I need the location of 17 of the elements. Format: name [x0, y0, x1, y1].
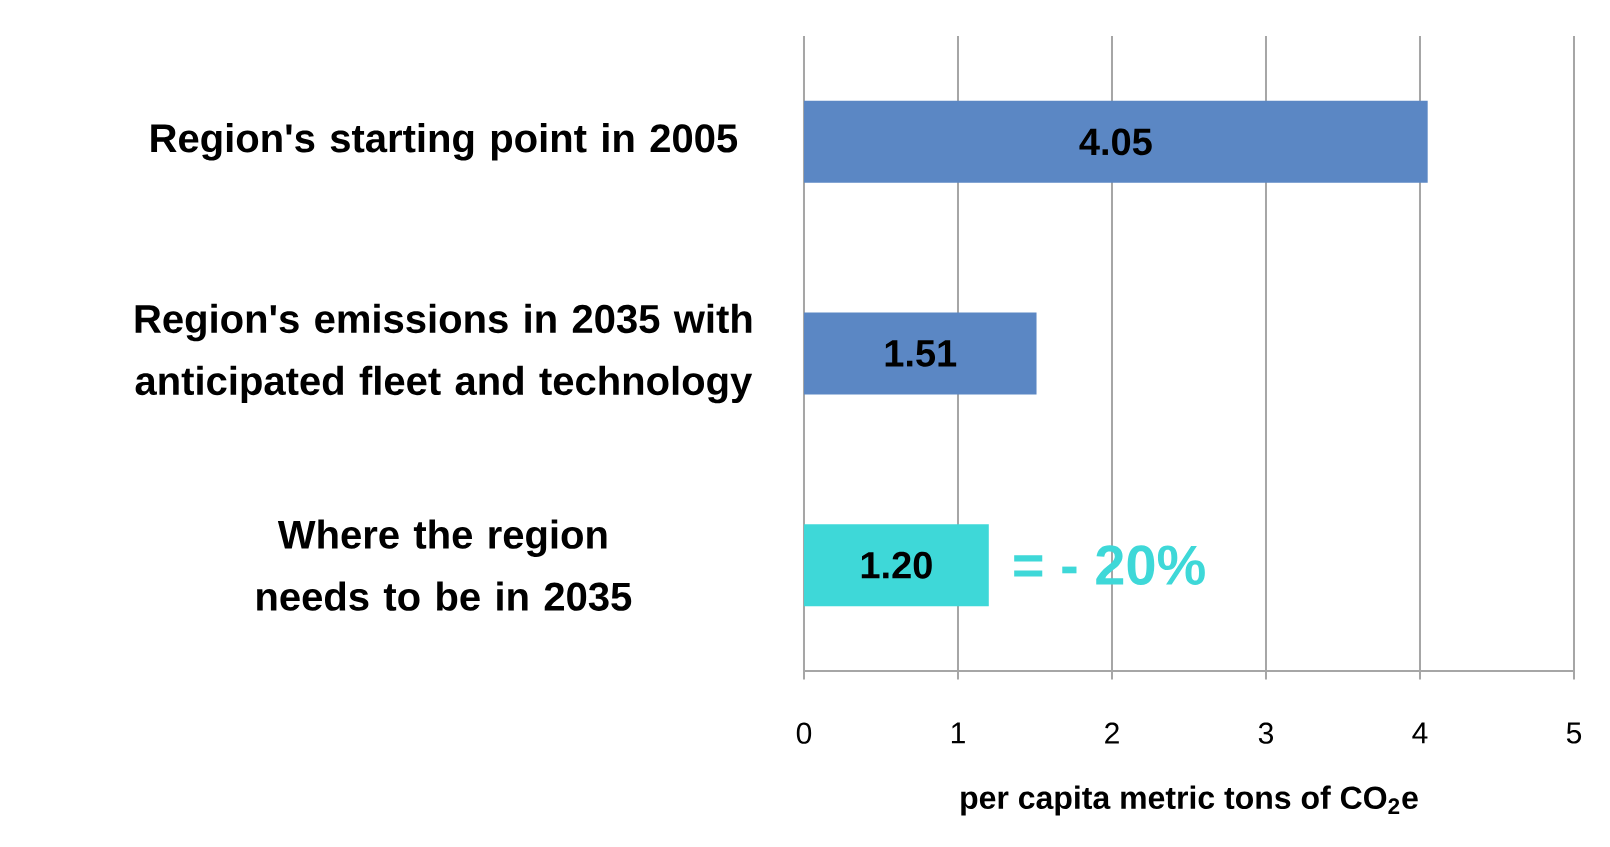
- x-tick-label: 4: [1412, 722, 1428, 744]
- x-tick-label: 3: [1258, 722, 1274, 744]
- y-tick-label: Region's emissions in 2035 with anticipated fleet and technology: [135, 303, 753, 404]
- bar: [803, 312, 1037, 395]
- x-tick-label: 5: [1566, 722, 1582, 744]
- bar: [803, 524, 989, 607]
- x-axis-title: per capita metric tons of CO$_{2}$e: [961, 785, 1418, 816]
- y-tick-label: Region's starting point in 2005: [151, 123, 738, 161]
- x-tick-label: 1: [951, 722, 965, 744]
- data-label: 1.20: [861, 551, 932, 579]
- annotation: = - 20%: [1014, 545, 1205, 585]
- x-tick-label: 0: [796, 722, 812, 744]
- x-tick-label: 2: [1105, 722, 1119, 744]
- y-tick-label: Where the region needs to be in 2035: [257, 519, 632, 611]
- bar: [803, 100, 1428, 183]
- data-label: 4.05: [1079, 128, 1152, 156]
- data-label: 1.51: [885, 340, 957, 367]
